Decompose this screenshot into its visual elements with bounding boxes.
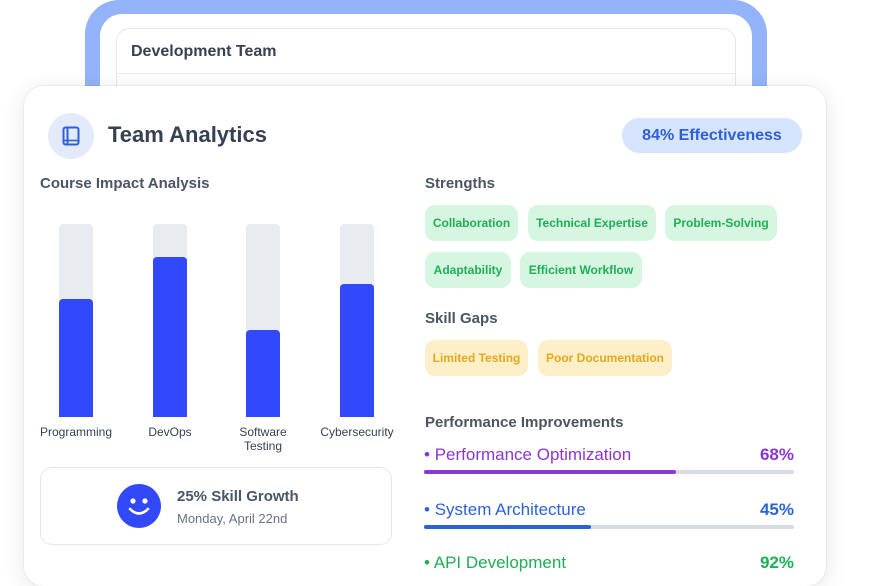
perf-label-text: API Development bbox=[433, 553, 567, 572]
perf-label-text: Performance Optimization bbox=[434, 445, 632, 464]
strength-chip: Problem-Solving bbox=[665, 205, 777, 241]
bar-devops bbox=[153, 257, 187, 417]
perf-percent: 68% bbox=[759, 445, 794, 464]
perf-label-text: System Architecture bbox=[434, 500, 586, 519]
bar-label: DevOps bbox=[148, 425, 192, 439]
strength-chip: Adaptability bbox=[425, 252, 511, 288]
bar-programming bbox=[59, 299, 93, 417]
strength-chip: Efficient Workflow bbox=[520, 252, 642, 288]
course-impact-title: Course Impact Analysis bbox=[40, 175, 210, 192]
page-title: Team Analytics bbox=[108, 122, 267, 147]
skill-gaps-title: Skill Gaps bbox=[425, 310, 498, 327]
perf-fill bbox=[424, 470, 676, 474]
bar-label: Programming bbox=[39, 425, 113, 439]
skill-gap-chip: Poor Documentation bbox=[538, 340, 672, 376]
perf-percent: 92% bbox=[759, 553, 794, 572]
development-team-title: Development Team bbox=[131, 43, 277, 60]
strength-chip: Technical Expertise bbox=[528, 205, 656, 241]
smiley-icon bbox=[117, 484, 161, 528]
bar-cybersecurity bbox=[340, 284, 374, 417]
effectiveness-badge: 84% Effectiveness bbox=[622, 118, 802, 153]
skill-growth-date: Monday, April 22nd bbox=[177, 511, 288, 526]
perf-percent: 45% bbox=[759, 500, 794, 519]
bar-label: Software Testing bbox=[239, 425, 287, 453]
skill-growth-card: 25% Skill Growth Monday, April 22nd bbox=[40, 467, 392, 545]
perf-track bbox=[424, 525, 794, 529]
book-icon bbox=[48, 113, 94, 159]
skill-gap-chip: Limited Testing bbox=[425, 340, 528, 376]
bar-label: Cybersecurity bbox=[320, 425, 394, 439]
skill-growth-title: 25% Skill Growth bbox=[177, 488, 299, 505]
perf-label-system-architecture: • System Architecture bbox=[424, 500, 586, 519]
perf-label-performance-optimization: • Performance Optimization bbox=[424, 445, 632, 464]
perf-track bbox=[424, 470, 794, 474]
bar-software-testing bbox=[246, 330, 280, 417]
perf-label-api-development: • API Development bbox=[424, 553, 567, 572]
perf-fill bbox=[424, 525, 591, 529]
team-analytics-card: Team Analytics 84% Effectiveness Course … bbox=[24, 86, 826, 586]
strengths-title: Strengths bbox=[425, 175, 496, 192]
divider bbox=[117, 73, 735, 74]
strength-chip: Collaboration bbox=[425, 205, 518, 241]
performance-title: Performance Improvements bbox=[425, 414, 624, 431]
